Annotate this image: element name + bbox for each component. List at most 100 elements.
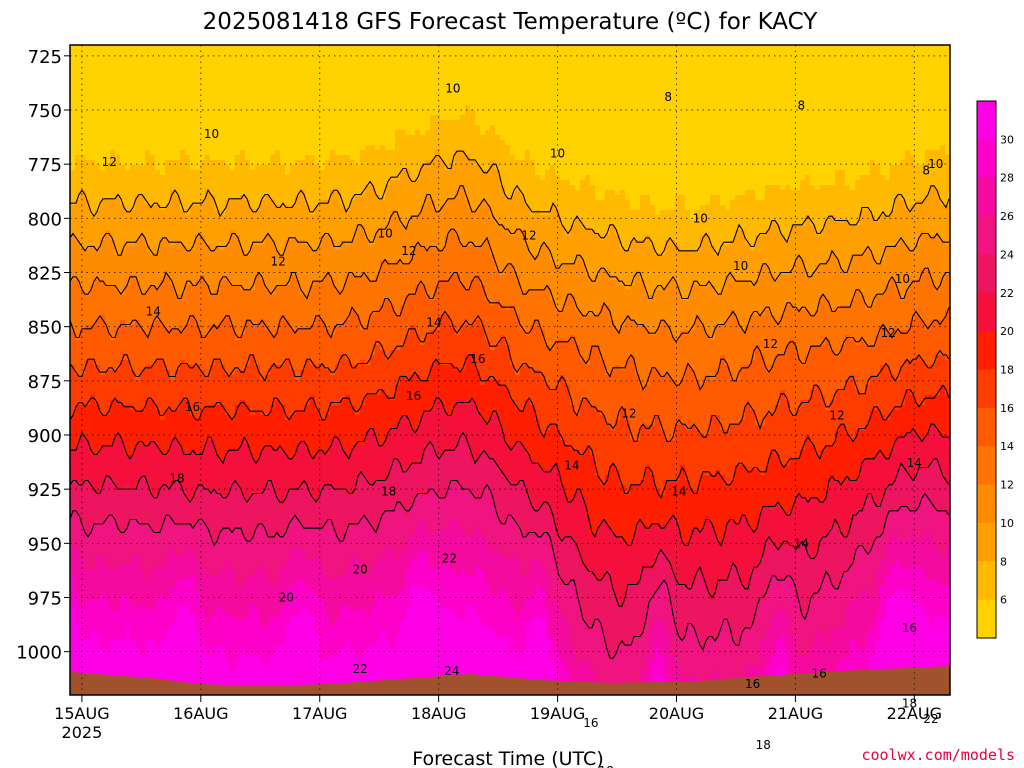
temp-cell	[185, 610, 191, 616]
temp-cell	[190, 145, 196, 151]
temp-cell	[260, 75, 266, 81]
temp-cell	[240, 355, 246, 361]
temp-cell	[255, 575, 261, 581]
temp-cell	[175, 500, 181, 506]
temp-cell	[110, 115, 116, 121]
temp-cell	[200, 400, 206, 406]
temp-cell	[170, 425, 176, 431]
temp-cell	[250, 110, 256, 116]
temp-cell	[170, 265, 176, 271]
temp-cell	[145, 320, 151, 326]
temp-cell	[115, 280, 121, 286]
temp-cell	[220, 400, 226, 406]
temp-cell	[95, 265, 101, 271]
temp-cell	[130, 630, 136, 636]
temp-cell	[90, 365, 96, 371]
temp-cell	[180, 300, 186, 306]
temp-cell	[160, 100, 166, 106]
temp-cell	[145, 560, 151, 566]
temp-cell	[180, 605, 186, 611]
temp-cell	[195, 75, 201, 81]
temp-cell	[190, 360, 196, 366]
temp-cell	[70, 50, 76, 56]
temp-cell	[205, 555, 211, 561]
temp-cell	[255, 195, 261, 201]
temp-cell	[235, 360, 241, 366]
temp-cell	[140, 450, 146, 456]
temp-cell	[255, 510, 261, 516]
temp-cell	[240, 480, 246, 486]
temp-cell	[80, 215, 86, 221]
temp-cell	[175, 355, 181, 361]
temp-cell	[145, 400, 151, 406]
temp-cell	[150, 45, 156, 51]
temp-cell	[245, 300, 251, 306]
temp-cell	[105, 150, 111, 156]
temp-cell	[185, 550, 191, 556]
temp-cell	[150, 535, 156, 541]
temp-cell	[185, 205, 191, 211]
temp-cell	[110, 150, 116, 156]
temp-cell	[115, 560, 121, 566]
temp-cell	[255, 545, 261, 551]
temp-cell	[135, 560, 141, 566]
temp-cell	[225, 285, 231, 291]
temp-cell	[135, 530, 141, 536]
temp-cell	[215, 115, 221, 121]
temp-cell	[160, 90, 166, 96]
temp-cell	[130, 50, 136, 56]
temp-cell	[210, 165, 216, 171]
temp-cell	[250, 630, 256, 636]
temp-cell	[180, 335, 186, 341]
temp-cell	[90, 310, 96, 316]
temp-cell	[130, 155, 136, 161]
temp-cell	[155, 675, 161, 681]
temp-cell	[70, 315, 76, 321]
temp-cell	[260, 185, 266, 191]
temp-cell	[70, 345, 76, 351]
temp-cell	[125, 435, 131, 441]
temp-cell	[230, 510, 236, 516]
temp-cell	[105, 275, 111, 281]
temp-cell	[200, 660, 206, 666]
temp-cell	[105, 440, 111, 446]
temp-cell	[165, 315, 171, 321]
temp-cell	[185, 630, 191, 636]
temp-cell	[190, 345, 196, 351]
temp-cell	[170, 135, 176, 141]
temp-cell	[185, 420, 191, 426]
temp-cell	[95, 505, 101, 511]
temp-cell	[120, 620, 126, 626]
temp-cell	[185, 500, 191, 506]
temp-cell	[100, 330, 106, 336]
temp-cell	[170, 525, 176, 531]
temp-cell	[235, 45, 241, 51]
temp-cell	[235, 65, 241, 71]
temp-cell	[155, 255, 161, 261]
temp-cell	[225, 560, 231, 566]
temp-cell	[110, 95, 116, 101]
temp-cell	[150, 455, 156, 461]
temp-cell	[155, 650, 161, 656]
temp-cell	[210, 405, 216, 411]
temp-cell	[225, 470, 231, 476]
temp-cell	[145, 250, 151, 256]
temp-cell	[160, 360, 166, 366]
temp-cell	[235, 560, 241, 566]
temp-cell	[125, 460, 131, 466]
temp-cell	[175, 385, 181, 391]
temp-cell	[260, 305, 266, 311]
temp-cell	[215, 210, 221, 216]
temp-cell	[235, 90, 241, 96]
temp-cell	[155, 60, 161, 66]
temp-cell	[200, 55, 206, 61]
temp-cell	[175, 275, 181, 281]
temp-cell	[235, 590, 241, 596]
temp-cell	[130, 520, 136, 526]
temp-cell	[110, 120, 116, 126]
temp-cell	[225, 280, 231, 286]
temp-cell	[115, 105, 121, 111]
temp-cell	[155, 510, 161, 516]
temp-cell	[125, 375, 131, 381]
temp-cell	[125, 550, 131, 556]
